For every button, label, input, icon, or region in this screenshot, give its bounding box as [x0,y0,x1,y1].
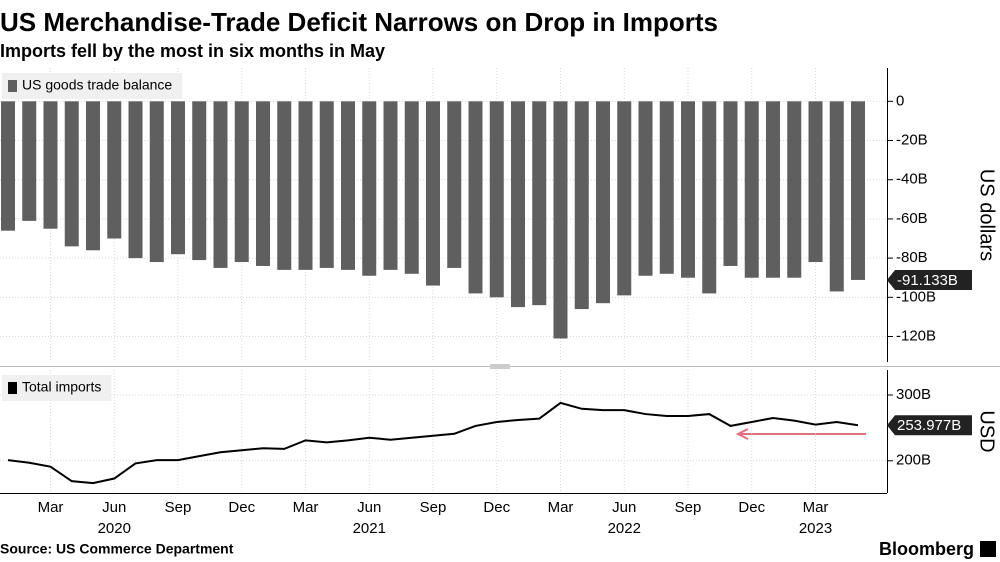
legend-label: US goods trade balance [22,77,172,93]
x-tick-label: Sep [675,499,702,516]
bar [553,101,568,339]
y-tick-label: 300B [896,386,931,403]
bar [213,101,228,268]
y-tick-label: -20B [896,131,928,148]
x-year-label: 2021 [353,520,386,537]
bar [43,101,58,229]
bar [511,101,525,308]
bar [596,101,610,304]
bar [808,101,823,263]
x-year-label: 2022 [608,520,641,537]
x-tick-label: Sep [420,499,447,516]
y-tick-label: -80B [896,249,928,266]
bar [192,101,207,261]
x-tick-label: Mar [293,499,319,516]
chart-subtitle: Imports fell by the most in six months i… [0,41,385,61]
y-axis-title: US dollars [976,169,998,261]
bar [787,101,802,278]
legend-box [2,375,112,401]
chart-title: US Merchandise-Trade Deficit Narrows on … [0,7,718,37]
bar [341,101,355,270]
bar [766,101,780,278]
legend-swatch [8,382,17,394]
bar [702,101,717,294]
bar [681,101,695,278]
bar [851,101,865,280]
bar [64,101,79,247]
y-tick-label: -120B [896,327,936,344]
x-tick-label: Dec [483,499,510,516]
bar [659,101,674,274]
legend-label: Total imports [22,379,101,395]
legend-box [2,73,183,99]
x-tick-label: Jun [357,499,381,516]
bar [447,101,462,268]
bar [86,101,100,251]
bar [489,101,504,298]
y-tick-label: -60B [896,210,928,227]
bar [638,101,653,276]
y-axis-title: USD [976,410,998,452]
x-tick-label: Mar [803,499,829,516]
bar [319,101,334,268]
bar [744,101,759,278]
bar [723,101,738,266]
panel-handle [490,364,510,369]
value-label: -91.133B [897,272,958,289]
bar [107,101,122,239]
x-tick-label: Dec [228,499,255,516]
bar [234,101,249,263]
bar [22,101,37,221]
y-tick-label: -100B [896,288,936,305]
bar [1,101,15,231]
bar [617,101,632,296]
bar [404,101,419,274]
bar [383,101,398,270]
x-year-label: 2020 [98,520,131,537]
brand-icon [980,541,996,557]
bar [574,101,589,310]
x-tick-label: Mar [38,499,64,516]
brand: Bloomberg [879,539,974,559]
bar [277,101,292,270]
bar [256,101,270,266]
bar [532,101,547,306]
bar [298,101,313,270]
bar [171,101,185,255]
bar [829,101,844,292]
bar [128,101,143,259]
annotation-arrow [735,428,866,440]
x-tick-label: Jun [102,499,126,516]
line [7,401,859,485]
value-label: 253.977B [897,417,961,434]
y-tick-label: -40B [896,171,928,188]
value-label-box [887,269,972,290]
bar [426,101,440,286]
bar [149,101,164,263]
bar [468,101,483,294]
bar [362,101,377,276]
source: Source: US Commerce Department [0,541,234,557]
x-tick-label: Sep [165,499,192,516]
x-year-label: 2023 [799,520,832,537]
y-tick-label: 200B [896,452,931,469]
x-tick-label: Mar [548,499,574,516]
x-tick-label: Dec [738,499,765,516]
y-tick-label: 0 [896,92,904,109]
x-tick-label: Jun [612,499,636,516]
value-label-box [887,415,972,436]
legend-swatch [8,80,17,92]
